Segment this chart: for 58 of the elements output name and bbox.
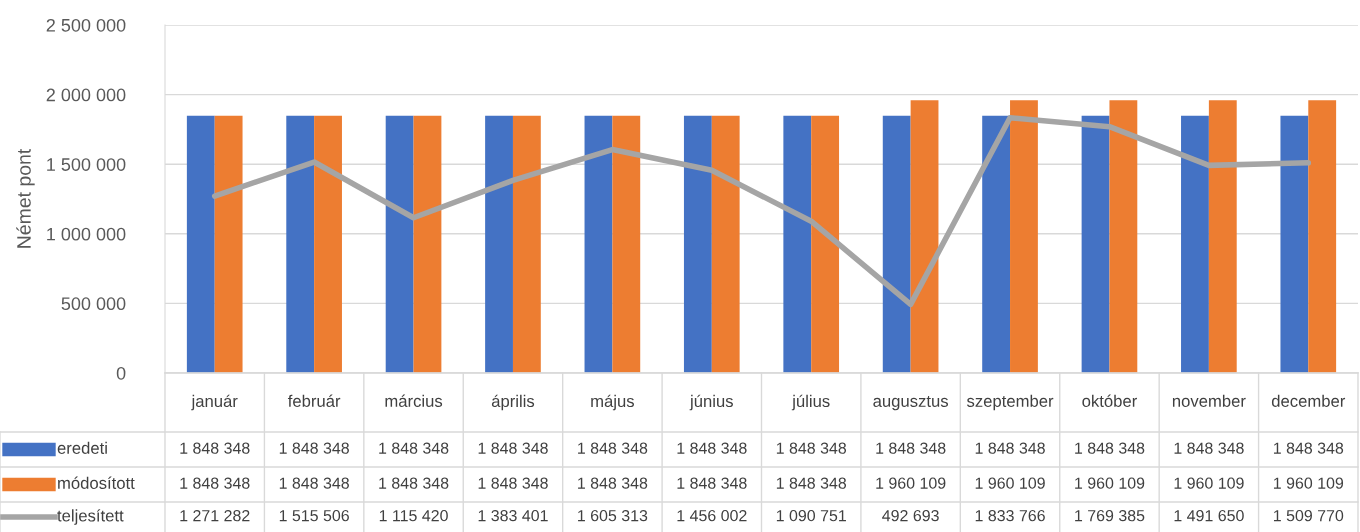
data-label: 1 848 348 (379, 442, 449, 454)
data-label: 1 848 348 (279, 442, 349, 454)
data-label: 1 848 348 (776, 477, 847, 489)
data-label: 1 848 348 (478, 442, 548, 454)
data-label: 1 848 348 (776, 442, 847, 454)
data-label: 1 491 650 (1174, 509, 1244, 522)
x-tick-label: április (491, 394, 535, 411)
legend-label: eredeti (57, 441, 107, 454)
x-tick-label: július (791, 394, 830, 411)
x-tick-label: február (287, 394, 341, 407)
y-tick-label: 2 000 000 (46, 88, 126, 102)
x-tick-label: június (689, 394, 733, 411)
y-tick-label: 1 500 000 (47, 158, 126, 171)
data-label: 1 848 348 (1174, 442, 1244, 454)
x-tick-label: március (385, 394, 443, 407)
data-label: 1 456 002 (677, 509, 747, 522)
data-label: 1 848 348 (180, 477, 250, 489)
data-label: 1 848 348 (1273, 442, 1344, 454)
legend-label: módosított (58, 476, 135, 489)
y-tick-label: 0 (116, 366, 126, 380)
data-label: 1 848 348 (379, 477, 449, 489)
legend-label: teljesített (57, 509, 124, 525)
data-label: 1 605 313 (578, 509, 648, 522)
x-tick-label: szeptember (966, 394, 1054, 411)
x-tick-label: május (591, 394, 634, 411)
x-tick-label: november (1172, 394, 1246, 407)
data-label: 1 848 348 (677, 442, 747, 454)
x-tick-label: december (1271, 394, 1346, 407)
data-label: 1 848 348 (478, 477, 548, 489)
x-tick-label: január (191, 394, 238, 411)
data-label: 1 848 348 (180, 442, 250, 454)
data-label: 1 960 109 (975, 477, 1045, 489)
y-tick-label: 1 000 000 (47, 227, 126, 241)
data-label: 1 960 109 (1075, 477, 1145, 489)
data-label: 1 509 770 (1273, 509, 1344, 522)
data-label: 1 383 401 (478, 509, 548, 522)
data-label: 1 515 506 (279, 509, 349, 522)
y-axis-title: Német pont (16, 148, 35, 248)
x-tick-label: október (1082, 394, 1137, 407)
data-label: 1 960 109 (876, 477, 946, 489)
data-label: 1 848 348 (578, 442, 648, 454)
y-tick-label: 500 000 (61, 297, 126, 311)
data-label: 1 960 109 (1273, 477, 1344, 489)
data-label: 1 848 348 (876, 442, 946, 454)
y-tick-label: 2 500 000 (46, 18, 126, 32)
data-label: 1 848 348 (677, 477, 747, 489)
data-label: 1 848 348 (279, 477, 349, 489)
data-label: 1 848 348 (578, 477, 648, 489)
data-label: 1 960 109 (1174, 477, 1244, 489)
data-label: 1 833 766 (975, 509, 1045, 522)
data-label: 1 848 348 (1075, 442, 1145, 454)
data-label: 1 090 751 (776, 509, 846, 522)
x-tick-label: augusztus (873, 396, 949, 411)
data-label: 1 271 282 (180, 509, 250, 522)
data-label: 1 769 385 (1075, 509, 1145, 522)
data-label: 492 693 (882, 509, 939, 522)
data-label: 1 115 420 (379, 509, 448, 522)
data-label: 1 848 348 (975, 442, 1045, 454)
